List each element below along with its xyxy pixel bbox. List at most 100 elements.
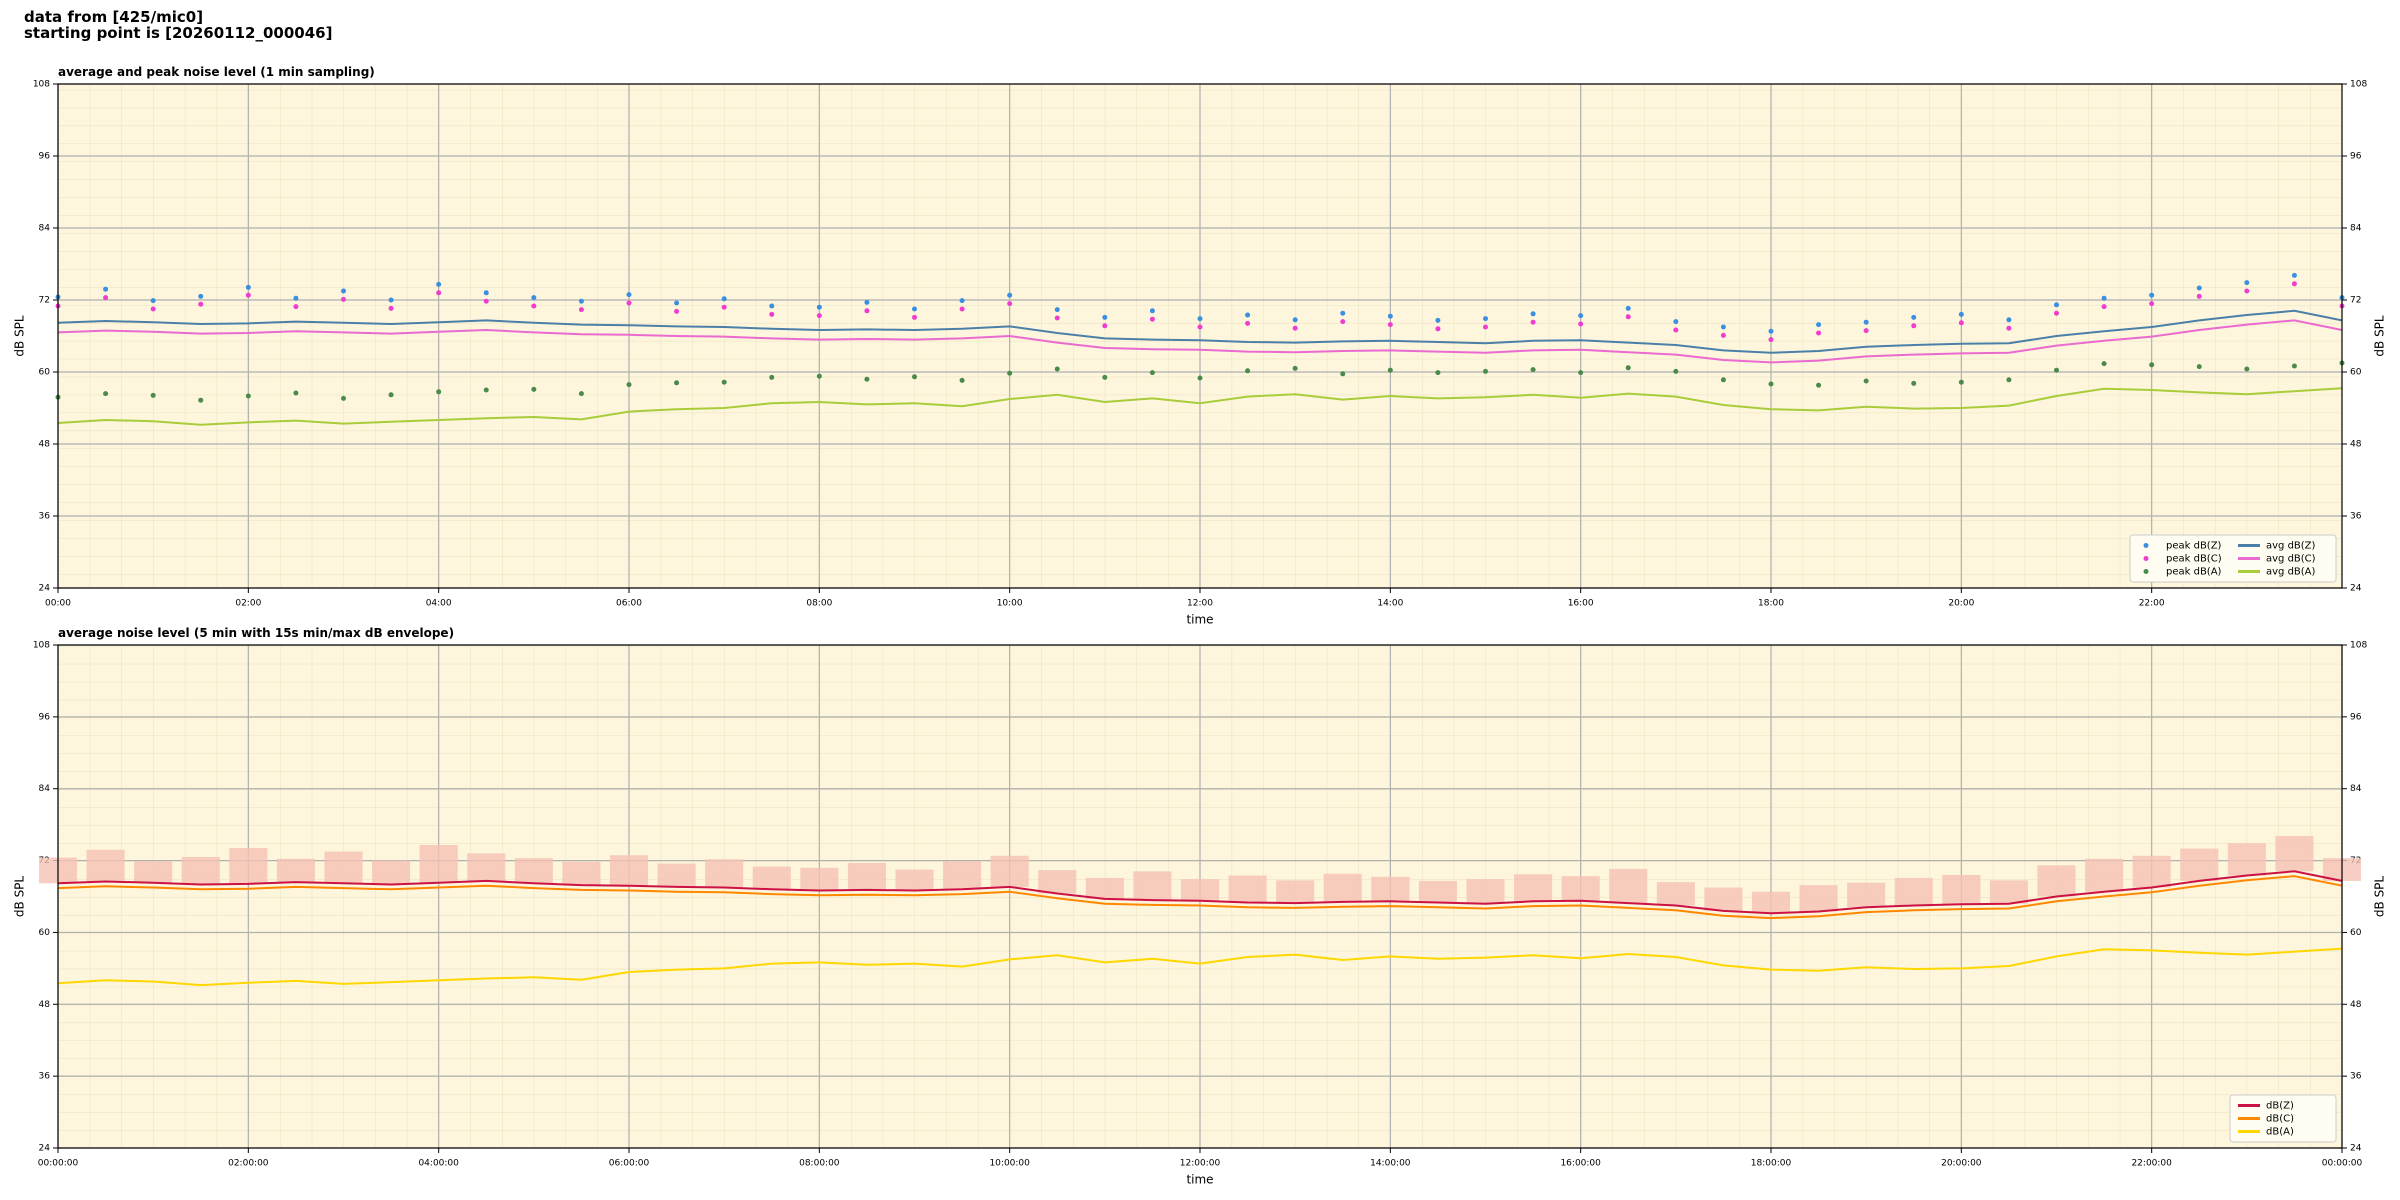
peak-point — [769, 374, 775, 380]
peak-point — [864, 308, 870, 314]
peak-point — [912, 314, 917, 320]
envelope — [1228, 875, 1267, 903]
peak-point — [1816, 382, 1822, 388]
x-tick-label: 20:00:00 — [1941, 1159, 1982, 1169]
envelope — [1371, 876, 1410, 902]
peak-point — [293, 304, 299, 310]
envelope — [1609, 868, 1648, 904]
x-tick-label: 02:00:00 — [228, 1159, 269, 1169]
peak-point — [1863, 319, 1869, 325]
peak-point — [816, 313, 822, 319]
peak-point — [1530, 311, 1536, 317]
peak-point — [1863, 378, 1869, 384]
peak-point — [721, 304, 727, 310]
peak-point — [1578, 370, 1584, 376]
x-tick-label: 18:00 — [1758, 599, 1784, 609]
peak-point — [1149, 370, 1155, 376]
peak-point — [245, 393, 251, 399]
envelope — [1323, 873, 1362, 902]
y-tick-label: 48 — [39, 1000, 51, 1010]
peak-point — [721, 379, 727, 385]
x-tick-label: 22:00 — [2139, 599, 2165, 609]
envelope — [1989, 880, 2028, 904]
envelope — [276, 858, 315, 883]
y-tick-label: 96 — [39, 152, 51, 162]
x-tick-label: 16:00 — [1568, 599, 1594, 609]
envelope — [1514, 874, 1553, 902]
peak-point — [198, 293, 204, 299]
envelope — [2275, 836, 2314, 872]
peak-point — [959, 298, 965, 304]
peak-point — [1720, 332, 1726, 338]
envelope — [86, 849, 125, 882]
peak-point — [150, 298, 156, 304]
peak-point — [1911, 323, 1917, 329]
peak-point — [959, 306, 965, 312]
y-axis-label: dB SPL — [2373, 876, 2387, 918]
envelope — [609, 855, 649, 886]
envelope — [1847, 882, 1886, 908]
peak-point — [816, 373, 822, 379]
series-line — [57, 309, 2343, 354]
x-tick-label: 16:00:00 — [1560, 1159, 1601, 1169]
legend-label: avg dB(C) — [2266, 554, 2316, 565]
envelope — [229, 847, 268, 884]
peak-point — [1435, 370, 1441, 376]
series-line — [57, 387, 2343, 426]
envelope — [181, 856, 220, 885]
peak-point — [1530, 367, 1536, 373]
peak-point — [1292, 317, 1298, 323]
peak-point — [198, 397, 204, 403]
envelope — [2085, 858, 2124, 892]
peak-point — [1007, 292, 1013, 298]
peak-point — [103, 391, 109, 397]
peak-point — [912, 374, 917, 380]
x-tick-label: 06:00:00 — [609, 1159, 650, 1169]
envelope — [514, 858, 553, 884]
series-line — [57, 947, 2343, 987]
peak-point — [245, 292, 251, 298]
x-tick-label: 04:00 — [426, 599, 452, 609]
peak-point — [626, 382, 632, 388]
peak-point — [1625, 305, 1631, 311]
peak-point — [2101, 295, 2107, 301]
x-tick-label: 08:00:00 — [799, 1159, 840, 1169]
y-tick-label: 96 — [2350, 152, 2362, 162]
peak-point — [1958, 320, 1964, 326]
peak-point — [626, 292, 632, 298]
chart-title: average and peak noise level (1 min samp… — [58, 65, 375, 79]
envelope — [1038, 870, 1077, 894]
envelope — [1466, 879, 1505, 904]
x-tick-label: 08:00 — [806, 599, 832, 609]
y-tick-label: 24 — [39, 584, 51, 594]
y-tick-label: 96 — [39, 712, 51, 722]
envelope — [943, 861, 982, 890]
peak-point — [388, 297, 394, 303]
peak-point — [1102, 323, 1108, 329]
peak-point — [1054, 315, 1060, 321]
peak-point — [2291, 363, 2297, 369]
peak-point — [1292, 325, 1298, 331]
peak-point — [816, 304, 822, 310]
peak-point — [198, 301, 204, 307]
peak-point — [721, 296, 727, 302]
peak-point — [2054, 367, 2059, 373]
x-tick-label: 20:00 — [1948, 599, 1974, 609]
peak-point — [1149, 308, 1155, 314]
legend-label: avg dB(Z) — [2266, 541, 2316, 552]
y-tick-label: 84 — [39, 784, 51, 794]
y-tick-label: 72 — [2350, 296, 2361, 306]
x-tick-label: 22:00:00 — [2131, 1159, 2172, 1169]
header-line: data from [425/mic0] — [24, 8, 203, 26]
peak-point — [1768, 328, 1774, 334]
legend-swatch — [2143, 569, 2149, 574]
envelope — [2037, 865, 2076, 897]
y-tick-label: 84 — [39, 224, 51, 234]
y-tick-label: 24 — [39, 1144, 51, 1154]
y-tick-label: 36 — [2350, 512, 2362, 522]
y-tick-label: 96 — [2350, 712, 2362, 722]
y-tick-label: 36 — [2350, 1072, 2362, 1082]
legend-swatch — [2143, 543, 2149, 548]
peak-point — [912, 306, 917, 312]
